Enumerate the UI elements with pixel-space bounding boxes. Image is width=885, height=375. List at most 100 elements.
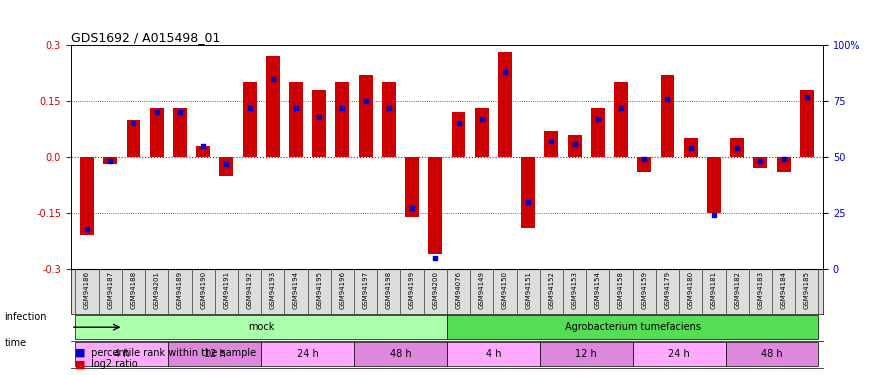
Text: GSM94195: GSM94195 (316, 271, 322, 309)
Text: 12 h: 12 h (204, 349, 226, 359)
Bar (800, 90, 814, 157)
Point (358, 98, 373, 104)
Bar (660, 75, 674, 157)
FancyBboxPatch shape (168, 342, 261, 366)
Point (242, 105, 257, 111)
Bar (312, 90, 327, 157)
Text: GSM94182: GSM94182 (735, 271, 740, 309)
Text: Agrobacterium tumefaciens: Agrobacterium tumefaciens (565, 322, 701, 332)
Text: infection: infection (4, 312, 47, 322)
Bar (707, 157, 721, 213)
Bar (753, 157, 767, 168)
Point (335, 105, 350, 111)
Text: GSM94181: GSM94181 (711, 271, 717, 309)
Text: GSM94152: GSM94152 (549, 271, 554, 309)
Text: GSM94188: GSM94188 (130, 271, 136, 309)
Text: 48 h: 48 h (389, 349, 412, 359)
Text: GSM94154: GSM94154 (595, 271, 601, 309)
Text: GSM94196: GSM94196 (340, 271, 345, 309)
Text: ■: ■ (75, 359, 86, 369)
Bar (614, 82, 628, 157)
Text: GSM94200: GSM94200 (432, 271, 438, 309)
Point (660, 96, 674, 102)
Point (104, 159, 118, 165)
Text: GSM94150: GSM94150 (502, 271, 508, 309)
Bar (684, 138, 697, 157)
Text: GSM94192: GSM94192 (247, 271, 252, 309)
FancyBboxPatch shape (447, 342, 540, 366)
Point (776, 156, 790, 162)
Text: GSM94151: GSM94151 (525, 271, 531, 309)
FancyBboxPatch shape (354, 342, 447, 366)
Bar (219, 157, 234, 176)
Text: 24 h: 24 h (668, 349, 690, 359)
Bar (150, 108, 164, 157)
Bar (451, 112, 466, 157)
FancyBboxPatch shape (726, 342, 819, 366)
Bar (266, 56, 280, 157)
Text: log2 ratio: log2 ratio (88, 359, 138, 369)
Text: GSM94199: GSM94199 (409, 271, 415, 309)
Point (683, 145, 697, 151)
Bar (382, 82, 396, 157)
Text: GSM94201: GSM94201 (154, 271, 159, 309)
Text: GSM94190: GSM94190 (200, 271, 206, 309)
Text: GSM94179: GSM94179 (665, 271, 671, 309)
Bar (730, 138, 744, 157)
Bar (173, 108, 187, 157)
Text: GSM94187: GSM94187 (107, 271, 113, 309)
Bar (335, 82, 350, 157)
FancyBboxPatch shape (75, 342, 168, 366)
Point (800, 93, 814, 99)
Text: 48 h: 48 h (761, 349, 783, 359)
Bar (242, 82, 257, 157)
Text: 24 h: 24 h (296, 349, 319, 359)
Bar (127, 120, 141, 157)
Point (289, 105, 303, 111)
Point (707, 212, 721, 218)
Text: 4 h: 4 h (486, 349, 501, 359)
Bar (521, 157, 535, 228)
Point (428, 255, 442, 261)
Point (637, 156, 651, 162)
Bar (405, 157, 419, 217)
Bar (474, 108, 489, 157)
Text: GSM94153: GSM94153 (572, 271, 578, 309)
FancyBboxPatch shape (540, 342, 633, 366)
Bar (80, 157, 94, 236)
Point (196, 143, 211, 149)
Text: GSM94193: GSM94193 (270, 271, 276, 309)
Bar (591, 108, 604, 157)
Bar (637, 157, 651, 172)
Bar (567, 135, 581, 157)
Text: GSM94194: GSM94194 (293, 271, 299, 309)
Point (591, 116, 605, 122)
Bar (777, 157, 790, 172)
Text: GSM94159: GSM94159 (642, 271, 647, 309)
Text: GSM94158: GSM94158 (618, 271, 624, 309)
Text: GSM94180: GSM94180 (688, 271, 694, 309)
Text: GSM94183: GSM94183 (758, 271, 764, 309)
Point (173, 109, 187, 115)
Point (498, 69, 512, 75)
Point (614, 105, 628, 111)
FancyBboxPatch shape (447, 315, 819, 339)
Point (405, 206, 419, 212)
Point (150, 109, 164, 115)
Point (80, 226, 94, 232)
Text: time: time (4, 338, 27, 348)
Bar (544, 131, 558, 157)
Point (381, 105, 396, 111)
Text: GSM94191: GSM94191 (223, 271, 229, 309)
Point (474, 116, 489, 122)
Point (753, 159, 767, 165)
Text: GSM94185: GSM94185 (804, 271, 810, 309)
Point (266, 76, 280, 82)
Text: percentile rank within the sample: percentile rank within the sample (88, 348, 257, 358)
Point (544, 138, 558, 144)
Text: 12 h: 12 h (575, 349, 597, 359)
Text: GSM94184: GSM94184 (781, 271, 787, 309)
Text: 4 h: 4 h (114, 349, 129, 359)
Text: GSM94149: GSM94149 (479, 271, 485, 309)
Text: GSM94076: GSM94076 (456, 271, 462, 309)
